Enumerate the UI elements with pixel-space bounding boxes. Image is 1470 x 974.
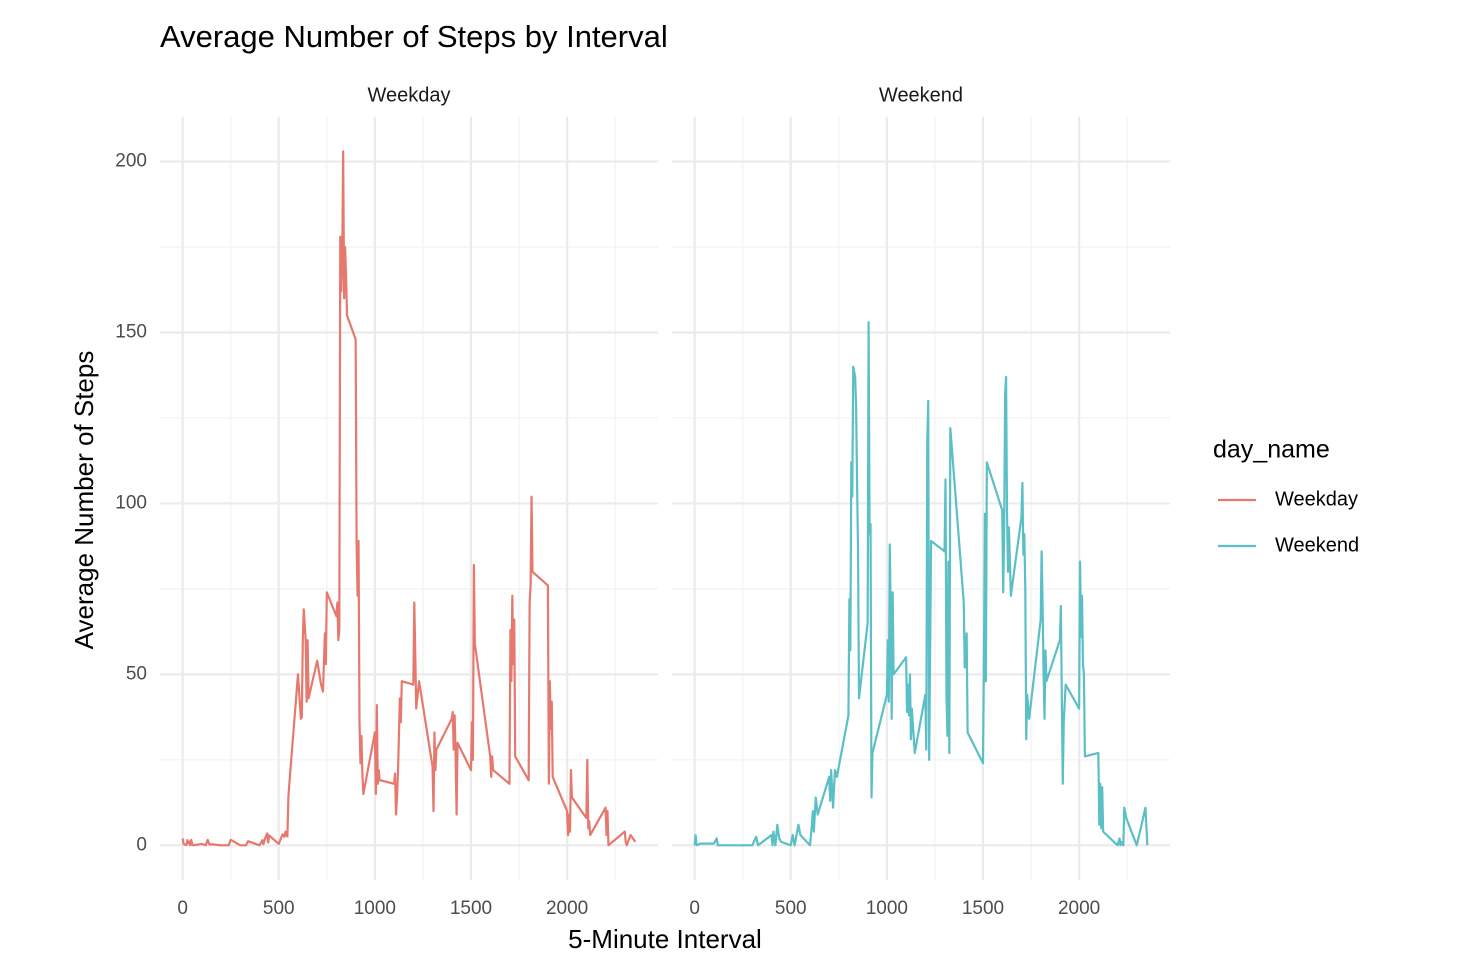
- y-tick-label: 0: [136, 834, 147, 855]
- y-tick-label: 50: [126, 663, 147, 684]
- data-line: [693, 321, 1149, 847]
- x-axis-title: 5-Minute Interval: [568, 924, 762, 954]
- x-tick-label: 2000: [546, 898, 588, 919]
- facet-label: Weekday: [367, 84, 450, 106]
- y-tick-label: 150: [115, 322, 147, 343]
- x-tick-label: 1500: [450, 898, 492, 919]
- x-tick-label: 0: [177, 898, 188, 919]
- y-tick-label: 100: [115, 492, 147, 513]
- x-tick-label: 1000: [354, 898, 396, 919]
- x-tick-label: 0: [689, 898, 700, 919]
- y-axis-title: Average Number of Steps: [69, 351, 99, 650]
- chart-title: Average Number of Steps by Interval: [160, 19, 668, 54]
- legend-title: day_name: [1213, 436, 1330, 464]
- y-tick-label: 200: [115, 151, 147, 172]
- x-tick-label: 1000: [866, 898, 908, 919]
- x-tick-label: 500: [775, 898, 807, 919]
- legend-label: Weekend: [1275, 534, 1359, 556]
- x-tick-label: 500: [263, 898, 295, 919]
- facet-label: Weekend: [879, 84, 963, 106]
- data-line: [181, 150, 637, 847]
- legend-label: Weekday: [1275, 488, 1358, 510]
- x-tick-label: 2000: [1058, 898, 1100, 919]
- x-tick-label: 1500: [962, 898, 1004, 919]
